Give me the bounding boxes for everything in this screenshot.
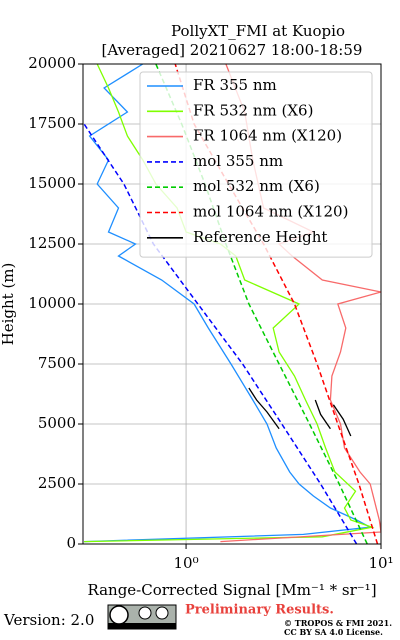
legend-label: Reference Height (193, 228, 327, 246)
license: CC BY SA 4.0 License. (284, 627, 383, 637)
x-tick-label: 10⁰ (174, 554, 199, 572)
legend-label: mol 355 nm (193, 152, 283, 170)
y-tick-label: 20000 (28, 54, 76, 72)
y-axis-label: Height (m) (0, 263, 17, 346)
y-tick-label: 12500 (28, 234, 76, 252)
legend-label: FR 355 nm (193, 76, 277, 94)
x-axis-label: Range-Corrected Signal [Mm⁻¹ * sr⁻¹] (87, 581, 376, 599)
chart-subtitle: [Averaged] 20210627 18:00-18:59 (102, 41, 363, 59)
legend-label: mol 1064 nm (X120) (193, 203, 348, 221)
series-line (83, 123, 358, 544)
legend-box (139, 71, 373, 258)
y-tick-label: 15000 (28, 174, 76, 192)
y-tick-label: 5000 (38, 414, 76, 432)
legend: FR 355 nm FR 532 nm (X6) FR 1064 nm (X120)… (139, 71, 373, 258)
cc-logo (107, 604, 177, 630)
y-tick-label: 17500 (28, 114, 76, 132)
copyright: © TROPOS & FMI 2021. (284, 618, 392, 628)
y-tick-label: 10000 (28, 294, 76, 312)
series-line (155, 64, 368, 544)
y-tick-label: 0 (66, 534, 76, 552)
version: Version: 2.0 (3, 611, 94, 629)
plot-frame (82, 63, 382, 545)
legend-label: FR 532 nm (X6) (193, 101, 313, 119)
y-tick-label: 2500 (38, 474, 76, 492)
y-tick-label: 7500 (38, 354, 76, 372)
x-tick-label: 10¹ (368, 554, 393, 572)
series-line (248, 387, 352, 437)
series-line (174, 64, 379, 544)
legend-label: FR 1064 nm (X120) (193, 127, 342, 145)
legend-label: mol 532 nm (X6) (193, 177, 320, 195)
chart-title: PollyXT_FMI at Kuopio (171, 22, 345, 40)
notice: Preliminary Results. (185, 603, 334, 618)
